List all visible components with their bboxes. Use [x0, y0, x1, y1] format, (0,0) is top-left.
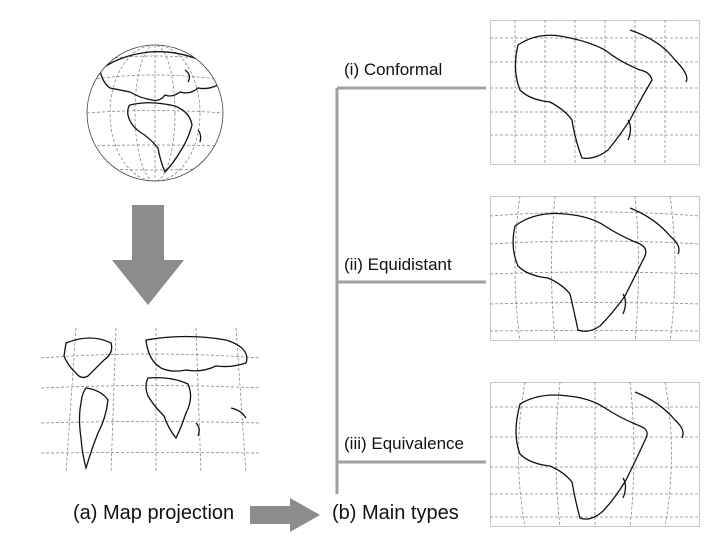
label-equidistant: (ii) Equidistant	[344, 255, 452, 274]
down-arrow-icon	[112, 205, 184, 305]
label-equivalence: (iii) Equivalence	[344, 434, 464, 453]
equidistant-africa-coastline	[512, 207, 680, 332]
caption-map-projection: (a) Map projection	[73, 502, 235, 524]
world-map-illustration	[40, 328, 262, 474]
globe-coastline	[99, 51, 219, 174]
equivalence-africa-coastline	[515, 391, 684, 520]
conformal-map-illustration	[490, 20, 700, 165]
caption-main-types: (b) Main types	[332, 502, 459, 524]
world-map-coastline	[63, 335, 248, 471]
type-branch-lines	[335, 86, 486, 494]
label-conformal: (i) Conformal	[344, 60, 443, 79]
conformal-africa-coastline	[514, 29, 688, 159]
globe-illustration	[86, 44, 224, 182]
right-arrow-icon	[250, 498, 320, 532]
equivalence-map-illustration	[490, 382, 700, 527]
equidistant-map-illustration	[490, 196, 700, 341]
